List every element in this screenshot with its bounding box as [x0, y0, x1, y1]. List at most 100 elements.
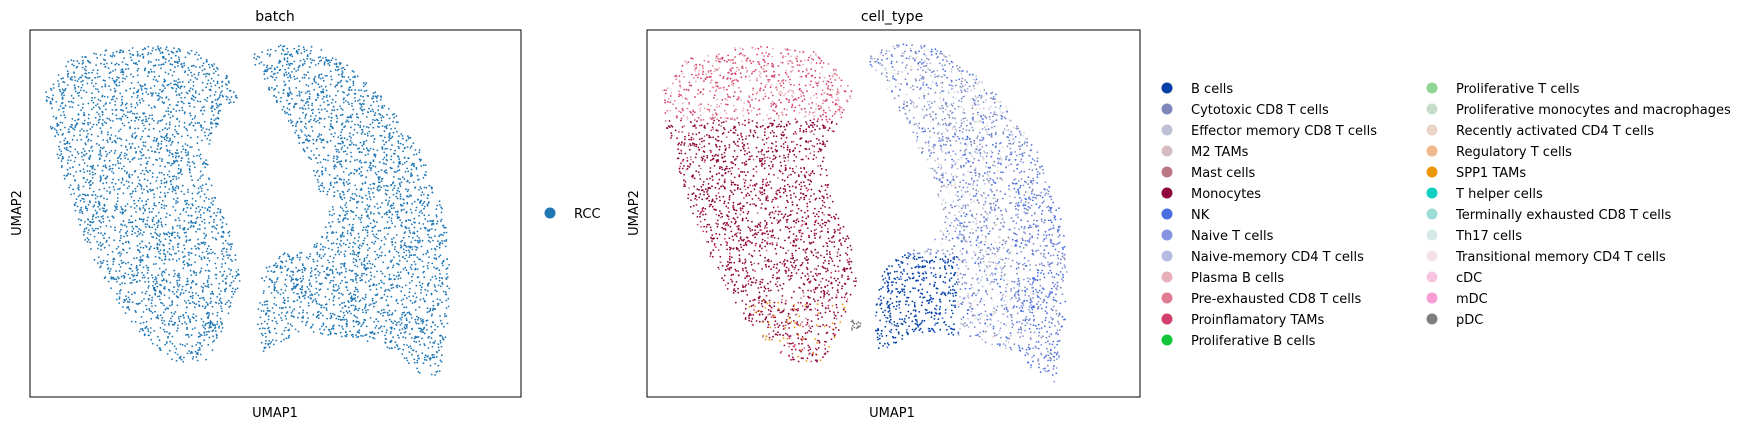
rcc-point [95, 64, 97, 66]
rcc-point [84, 181, 87, 184]
rcc-point [336, 288, 339, 291]
rcc-point [168, 332, 171, 335]
rcc-point [274, 87, 276, 90]
rcc-point [401, 221, 403, 224]
rcc-point [221, 81, 223, 83]
rcc-point [337, 246, 340, 249]
rcc-point [314, 64, 317, 66]
rcc-point [394, 320, 396, 322]
rcc-point [404, 266, 407, 269]
rcc-point [208, 206, 210, 209]
rcc-point [110, 276, 113, 278]
rcc-point [63, 147, 66, 150]
rcc-point [128, 49, 131, 52]
rcc-point [210, 248, 212, 251]
rcc-point [348, 246, 350, 249]
rcc-point [274, 286, 276, 289]
rcc-point [234, 258, 237, 261]
rcc-point [435, 277, 438, 280]
rcc-point [312, 331, 315, 333]
rcc-point [373, 182, 376, 185]
rcc-point [155, 158, 157, 161]
rcc-point [163, 207, 166, 210]
rcc-point [152, 280, 155, 283]
rcc-point [59, 121, 62, 124]
rcc-point [380, 279, 382, 282]
rcc-point [192, 85, 195, 87]
rcc-point [151, 305, 153, 307]
rcc-point [350, 234, 353, 237]
rcc-point [356, 113, 358, 116]
rcc-point [183, 263, 186, 266]
rcc-point [72, 175, 75, 177]
rcc-point [99, 266, 101, 269]
rcc-point [301, 295, 304, 298]
rcc-point [109, 71, 112, 73]
rcc-point [400, 332, 402, 335]
rcc-point [191, 301, 194, 303]
rcc-point [178, 219, 181, 222]
rcc-point [352, 246, 354, 248]
rcc-point [62, 133, 64, 135]
rcc-point [186, 199, 189, 202]
rcc-point [392, 264, 395, 267]
rcc-point [270, 67, 272, 70]
batch-scatter-points [45, 44, 451, 376]
rcc-point [129, 277, 132, 280]
rcc-point [366, 149, 369, 151]
rcc-point [82, 185, 85, 188]
rcc-point [408, 333, 411, 335]
rcc-point [336, 161, 339, 164]
rcc-point [120, 234, 122, 237]
rcc-point [108, 76, 111, 79]
rcc-point [442, 290, 445, 293]
rcc-point [216, 82, 219, 85]
rcc-point [216, 323, 219, 325]
rcc-point [325, 237, 328, 240]
rcc-point [178, 172, 181, 174]
rcc-point [263, 290, 265, 292]
rcc-point [338, 315, 341, 318]
rcc-point [119, 255, 122, 257]
rcc-point [106, 198, 108, 201]
rcc-point [124, 272, 127, 275]
rcc-point [381, 216, 384, 218]
rcc-point [74, 209, 77, 212]
rcc-point [363, 142, 365, 144]
rcc-point [163, 181, 166, 184]
rcc-point [352, 211, 355, 214]
rcc-point [201, 64, 204, 67]
rcc-point [435, 371, 438, 373]
rcc-point [186, 280, 189, 283]
rcc-point [136, 235, 139, 238]
rcc-point [408, 195, 410, 198]
rcc-point [435, 216, 438, 218]
rcc-point [332, 289, 335, 291]
rcc-point [116, 276, 119, 278]
rcc-point [186, 277, 189, 280]
rcc-point [437, 346, 440, 349]
rcc-point [83, 193, 86, 196]
rcc-point [159, 191, 162, 194]
rcc-point [357, 99, 359, 102]
rcc-point [105, 108, 107, 111]
rcc-point [288, 88, 291, 91]
rcc-point [412, 254, 415, 256]
rcc-point [201, 184, 204, 187]
rcc-point [367, 205, 370, 208]
rcc-point [374, 119, 376, 122]
rcc-point [288, 63, 290, 65]
rcc-point [224, 290, 227, 293]
rcc-point [410, 175, 412, 178]
rcc-point [213, 68, 215, 70]
rcc-point [309, 58, 312, 60]
rcc-point [117, 162, 120, 165]
rcc-point [216, 80, 219, 83]
rcc-point [97, 113, 100, 116]
rcc-point [413, 260, 416, 263]
rcc-point [336, 181, 338, 184]
rcc-point [409, 147, 412, 149]
rcc-point [163, 80, 166, 83]
rcc-point [187, 81, 190, 84]
rcc-point [120, 181, 123, 184]
